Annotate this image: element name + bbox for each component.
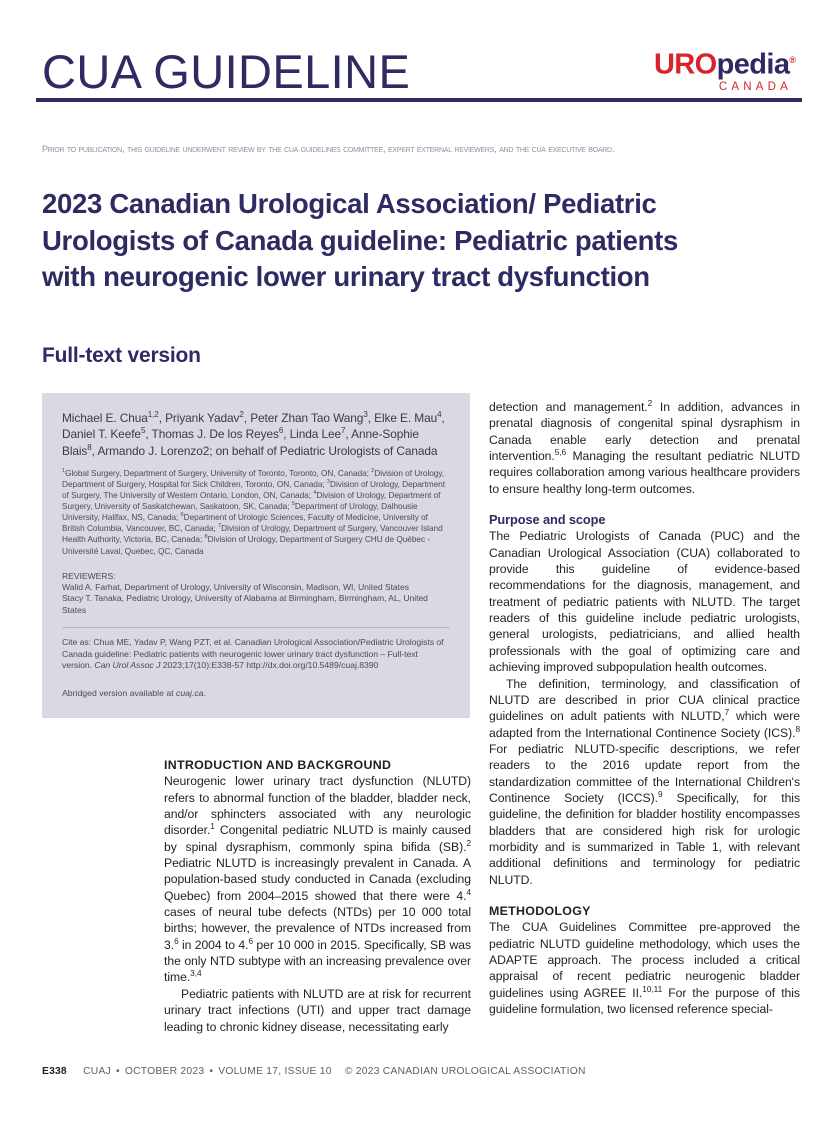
page-title: 2023 Canadian Urological Association/ Pe… — [42, 188, 678, 293]
page-footer: E338 CUAJ • OCTOBER 2023 • VOLUME 17, ISSUE … — [42, 1066, 586, 1077]
registered-trademark-icon: ® — [789, 55, 796, 66]
citation-text: Cite as: Chua ME, Yadav P, Wang PZT, et … — [62, 637, 444, 671]
paragraph: Neurogenic lower urinary tract dysfuncti… — [164, 774, 471, 985]
reviewers-block: REVIEWERS: Walid A. Farhat, Department o… — [62, 571, 450, 617]
footer-journal: CUAJ — [83, 1066, 111, 1077]
body-column-left: INTRODUCTION AND BACKGROUND Neurogenic l… — [164, 757, 471, 1035]
section-heading-introduction: INTRODUCTION AND BACKGROUND — [164, 758, 392, 772]
footer-separator — [67, 1066, 83, 1077]
paragraph: Pediatric patients with NLUTD are at ris… — [164, 986, 471, 1034]
footer-issue-date: OCTOBER 2023 — [124, 1066, 205, 1077]
reviewers-label: REVIEWERS: — [62, 570, 116, 581]
reviewer-item: Stacy T. Tanaka, Pediatric Urology, Univ… — [62, 593, 428, 615]
header-divider-rule — [36, 98, 802, 102]
footer-page-number: E338 — [42, 1066, 67, 1077]
logo-pedia-text: pedia — [716, 49, 790, 81]
section-heading-purpose-and-scope: Purpose and scope — [489, 512, 606, 528]
logo-subtitle: CANADA — [718, 81, 792, 93]
paragraph: detection and management.2 In addition, … — [489, 397, 800, 496]
footer-volume: VOLUME 17, ISSUE 10 — [218, 1066, 332, 1077]
abridged-prefix: Abridged version available at — [62, 688, 176, 699]
paragraph: The definition, terminology, and classif… — [489, 676, 801, 887]
logo-uro-text: URO — [653, 49, 717, 81]
logo-wordmark: UROpedia® — [654, 45, 796, 80]
footer-separator — [332, 1066, 345, 1077]
footer-separator: • — [115, 1066, 120, 1077]
footer-copyright: © 2023 CANADIAN UROLOGICAL ASSOCIATION — [344, 1066, 586, 1077]
box-divider — [62, 627, 450, 629]
body-column-right: detection and management.2 In addition, … — [489, 399, 800, 1017]
abridged-site-link[interactable]: cuaj.ca — [175, 688, 204, 699]
abridged-version-note: Abridged version available at cuaj.ca. — [62, 688, 450, 700]
author-list: Michael E. Chua1,2, Priyank Yadav2, Pete… — [62, 410, 445, 458]
footer-separator: • — [209, 1066, 214, 1077]
abridged-suffix: . — [203, 688, 206, 699]
author-metadata-box: Michael E. Chua1,2, Priyank Yadav2, Pete… — [42, 393, 470, 718]
paragraph: The CUA Guidelines Committee pre-approve… — [489, 920, 800, 1017]
page-subtitle: Full-text version — [42, 344, 201, 367]
reviewer-item: Walid A. Farhat, Department of Urology, … — [62, 582, 409, 593]
masthead-title: CUA GUIDELINE — [42, 45, 411, 98]
affiliation-list: 1Global Surgery, Department of Surgery, … — [62, 467, 446, 556]
masthead: CUA GUIDELINE UROpedia® CANADA — [42, 34, 796, 96]
paragraph: The Pediatric Urologists of Canada (PUC)… — [489, 529, 800, 675]
section-heading-methodology: METHODOLOGY — [489, 903, 591, 918]
uropedia-logo: UROpedia® CANADA — [654, 45, 796, 96]
review-disclaimer: Prior to publication, this guideline und… — [42, 141, 615, 156]
